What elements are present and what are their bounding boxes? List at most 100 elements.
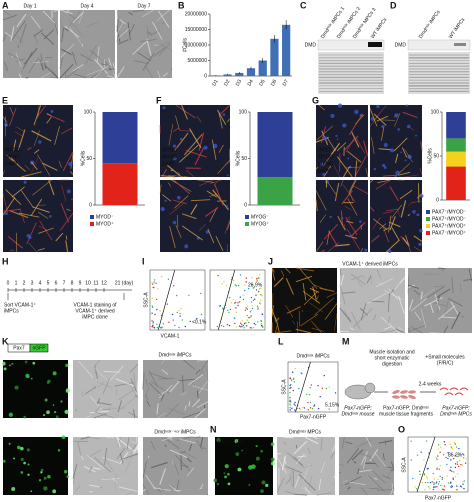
image-stroke [54,126,60,145]
image-stroke [333,165,341,178]
image-stroke [285,267,291,274]
image-stroke [142,461,147,479]
image-stroke [405,234,410,247]
image-stroke [320,461,326,473]
image-stroke [382,474,392,480]
image-dot [419,228,423,233]
flow-dot [250,327,253,329]
image-stroke [388,288,399,301]
image-stroke [46,116,52,124]
flow-dot [250,309,253,312]
flow-dot [223,280,225,283]
image-stroke [20,190,34,208]
stain-label: DAPI [318,168,331,174]
image-stroke [276,456,287,474]
image-dot [20,446,24,451]
flow-dot [459,485,462,487]
image [160,180,230,252]
image-stroke [271,308,277,322]
flow-dot [255,289,258,291]
bar-segment [446,138,466,152]
image-stroke [101,63,108,66]
image-stroke [182,411,200,419]
image-stroke [383,227,390,232]
x-tick-label: D3 [235,78,244,87]
image-dot [394,113,399,118]
image-dot [255,456,260,461]
flow-dot [156,326,159,329]
image-stroke [198,179,214,187]
image-dot [222,113,226,116]
image-stroke [461,315,464,318]
image-stroke [365,168,369,178]
image-stroke [435,288,451,299]
bar [246,68,256,76]
image-dot [71,198,73,201]
flow-dot [151,282,153,284]
flow-dot [436,467,438,470]
image-stroke [303,291,318,306]
panel-letter: F [156,95,162,105]
flow-dot [234,317,236,319]
image-stroke [460,283,462,294]
image-stroke [357,468,360,475]
image-stroke [192,398,201,408]
image-stroke [369,179,373,183]
image-stroke [60,43,75,58]
image-dot [251,464,256,469]
label: <0.1% [192,319,207,325]
image-stroke [86,436,101,440]
image-stroke [76,441,82,456]
image-stroke [42,10,56,24]
flow-dot [436,486,438,488]
image-stroke [161,359,165,365]
image-stroke [167,164,181,177]
image-stroke [68,18,84,38]
image-stroke [410,298,427,312]
flow-dot [429,481,432,484]
flow-dot [261,313,264,316]
image-dot [354,109,359,115]
y-tick-label: 5000000 [188,58,208,64]
gate [295,361,311,413]
image-stroke [2,9,11,16]
image-stroke [194,147,205,166]
image-stroke [369,115,379,127]
image-stroke [346,228,361,251]
flow-dot [161,326,163,328]
image-stroke [169,408,186,415]
flow-dot [439,451,441,454]
timeline-label: 8 [71,280,74,286]
image-stroke [407,325,426,332]
flow-dot [461,464,464,466]
image-stroke [323,165,332,177]
flow-dot [436,455,439,457]
image-stroke [43,61,47,69]
image-stroke [89,49,100,59]
image-stroke [118,486,138,492]
image-dot [66,189,71,194]
image-stroke [200,436,204,448]
image [3,10,58,78]
image-stroke [157,412,167,419]
image-stroke [375,278,394,287]
image-dot [49,215,52,218]
flow-dot [436,458,438,460]
panel-letter: I [142,256,145,266]
plot-frame [209,269,266,331]
flow-dot [444,443,446,446]
panel-letter: B [178,0,185,10]
image-stroke [115,378,135,387]
flow-dot [252,326,255,329]
image-dot [271,463,273,466]
flow-dot [156,288,159,290]
image-stroke [142,488,147,492]
flow-dot [226,323,229,326]
image-stroke [198,132,205,151]
flow-dot [450,446,453,448]
image-stroke [347,150,362,163]
image-stroke [408,298,414,310]
flow-dot [433,482,435,484]
label: DMD [395,42,407,48]
image-stroke [207,228,215,244]
